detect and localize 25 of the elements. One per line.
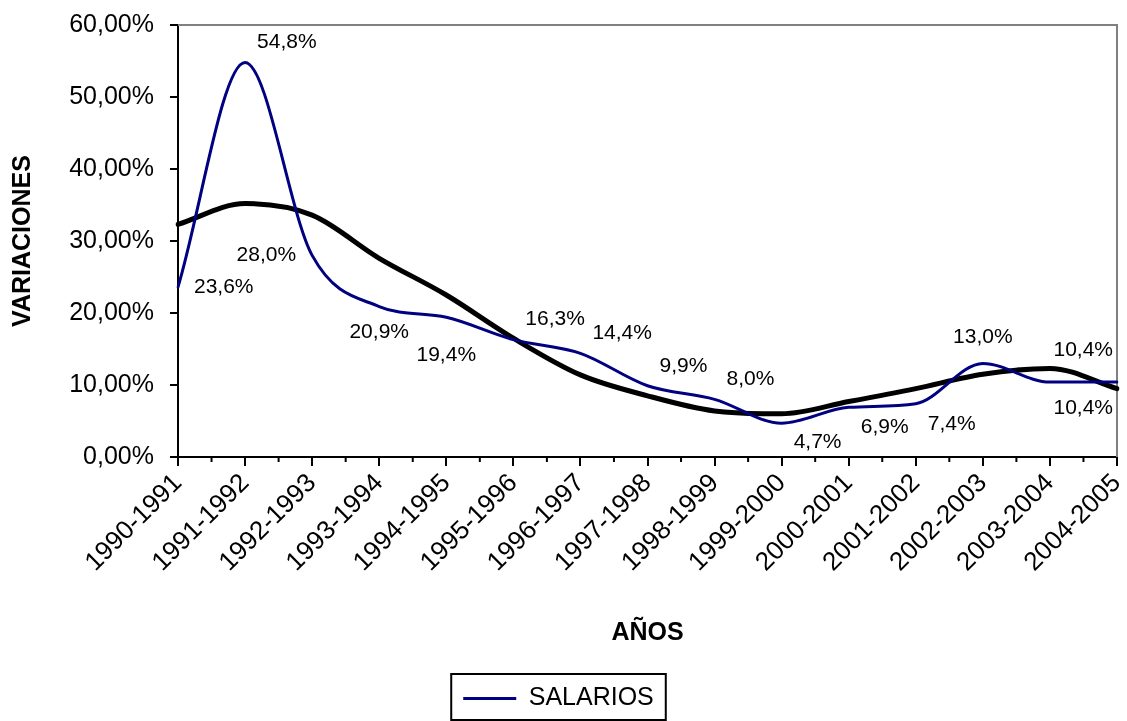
data-label: 10,4%	[1053, 394, 1113, 418]
y-tick-label: 40,00%	[69, 152, 154, 181]
data-label: 54,8%	[257, 29, 317, 53]
y-tick-label: 60,00%	[69, 8, 154, 37]
x-axis-title: AÑOS	[611, 615, 684, 645]
data-label: 10,4%	[1053, 336, 1113, 360]
y-axis-title: VARIACIONES	[6, 155, 35, 327]
y-tick-label: 0,00%	[83, 440, 154, 469]
y-tick-label: 50,00%	[69, 80, 154, 109]
data-label: 14,4%	[592, 320, 652, 344]
data-label: 23,6%	[194, 273, 254, 297]
y-tick-label: 30,00%	[69, 224, 154, 253]
data-label: 16,3%	[525, 306, 585, 330]
legend-label: SALARIOS	[528, 682, 654, 711]
data-label: 13,0%	[953, 324, 1013, 348]
data-label: 19,4%	[416, 342, 477, 366]
data-label: 9,9%	[659, 352, 708, 376]
data-label: 8,0%	[726, 366, 775, 390]
y-tick-label: 10,00%	[69, 368, 154, 397]
data-label: 20,9%	[349, 319, 409, 343]
data-label: 7,4%	[927, 410, 976, 434]
data-label: 4,7%	[793, 428, 842, 452]
data-label: 6,9%	[860, 414, 909, 438]
y-tick-label: 20,00%	[69, 296, 154, 325]
data-label: 28,0%	[236, 242, 297, 266]
